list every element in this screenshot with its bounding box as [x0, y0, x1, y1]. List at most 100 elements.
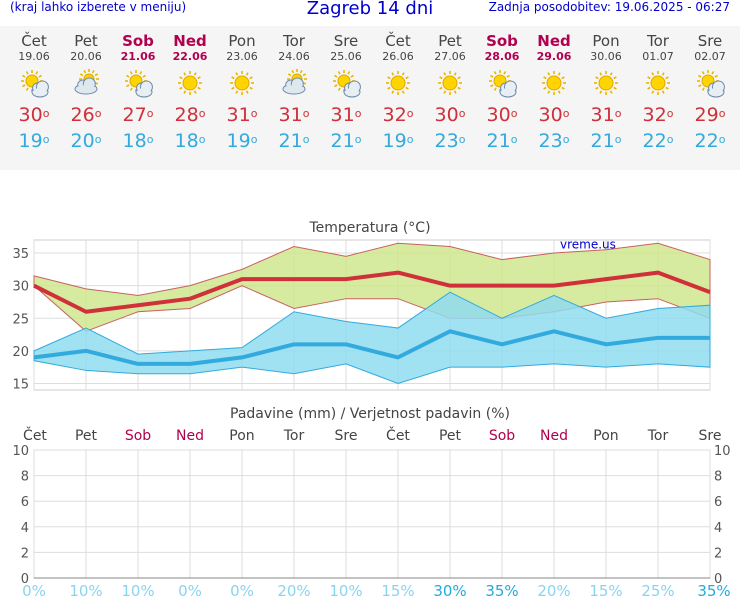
day-column[interactable]: Čet 26.06 32o 19o: [372, 26, 424, 154]
sun-icon: [542, 71, 566, 95]
precip-day-label: Pon: [593, 428, 619, 444]
min-temp-value: 19: [226, 130, 251, 152]
sun-cloud-icon: [333, 70, 361, 98]
rain-probability: 20%: [277, 582, 311, 600]
y-tick-label-left: 0: [21, 572, 29, 584]
sun-icon: [438, 71, 462, 95]
degree-sign: o: [458, 107, 466, 120]
min-temp-value: 22: [642, 130, 667, 152]
degree-sign: o: [614, 107, 622, 120]
max-temp-value: 31: [226, 104, 251, 126]
max-temp: 31o: [216, 102, 268, 128]
degree-sign: o: [718, 133, 726, 146]
min-temp-value: 22: [694, 130, 719, 152]
day-date: 20.06: [70, 50, 102, 63]
degree-sign: o: [562, 107, 570, 120]
day-date: 30.06: [590, 50, 622, 63]
precip-day-label: Pon: [229, 428, 255, 444]
day-name: Ned: [173, 32, 207, 50]
degree-sign: o: [42, 133, 50, 146]
y-tick-label-right: 4: [714, 521, 722, 536]
sun-icon: [178, 71, 202, 95]
min-temp: 21o: [268, 128, 320, 154]
min-temp: 18o: [164, 128, 216, 154]
min-temp: 20o: [60, 128, 112, 154]
precip-day-label: Čet: [386, 428, 410, 444]
precip-day-label: Pet: [438, 428, 462, 444]
degree-sign: o: [146, 133, 154, 146]
day-column[interactable]: Sob 28.06 30o 21o: [476, 26, 528, 154]
min-temp-value: 21: [278, 130, 303, 152]
day-column[interactable]: Pet 20.06 26o 20o: [60, 26, 112, 154]
min-temp: 22o: [632, 128, 684, 154]
degree-sign: o: [458, 133, 466, 146]
day-name: Sre: [697, 32, 723, 50]
day-column[interactable]: Pet 27.06 30o 23o: [424, 26, 476, 154]
rain-probability: 15%: [589, 582, 623, 600]
precipitation-chart-title: Padavine (mm) / Verjetnost padavin (%): [230, 406, 510, 422]
top-bar: (kraj lahko izberete v meniju) Zagreb 14…: [0, 0, 740, 22]
y-tick-label-right: 6: [714, 495, 722, 510]
sun-cloud-icon: [21, 70, 49, 98]
day-column[interactable]: Sre 02.07 29o 22o: [684, 26, 736, 154]
day-date: 02.07: [694, 50, 726, 63]
precip-day-label: Pet: [74, 428, 98, 444]
max-temp: 30o: [8, 102, 60, 128]
day-date: 01.07: [642, 50, 674, 63]
degree-sign: o: [510, 107, 518, 120]
max-temp: 31o: [268, 102, 320, 128]
rain-probability: 0%: [230, 582, 254, 600]
day-column[interactable]: Tor 01.07 32o 22o: [632, 26, 684, 154]
min-temp: 23o: [528, 128, 580, 154]
temperature-chart-title: Temperatura (°C): [309, 220, 431, 236]
max-temp-value: 31: [590, 104, 615, 126]
daily-forecast-strip: Čet 19.06 30o 19o Pet 20.06 26o 20o Sob 21.06 27o 1…: [0, 26, 740, 170]
day-column[interactable]: Sob 21.06 27o 18o: [112, 26, 164, 154]
day-column[interactable]: Ned 29.06 30o 23o: [528, 26, 580, 154]
location-menu-hint[interactable]: (kraj lahko izberete v meniju): [10, 0, 187, 14]
precipitation-chart: 0 0 2 2 4 4 6 6 8 8 10 10: [12, 444, 731, 584]
max-temp-value: 31: [330, 104, 355, 126]
min-temp: 21o: [580, 128, 632, 154]
max-temp-line: [33, 270, 711, 314]
day-column[interactable]: Pon 23.06 31o 19o: [216, 26, 268, 154]
sun-cloud-icon: [697, 70, 725, 98]
min-temp-value: 23: [538, 130, 563, 152]
sun-cloud-icon: [125, 70, 153, 98]
min-temp-value: 21: [590, 130, 615, 152]
day-date: 29.06: [536, 50, 572, 63]
day-column[interactable]: Čet 19.06 30o 19o: [8, 26, 60, 154]
min-temp: 21o: [476, 128, 528, 154]
min-temp: 19o: [372, 128, 424, 154]
max-temp-value: 32: [382, 104, 407, 126]
degree-sign: o: [94, 133, 102, 146]
precip-day-label: Čet: [23, 428, 47, 444]
day-column[interactable]: Ned 22.06 28o 18o: [164, 26, 216, 154]
day-name: Pet: [438, 32, 462, 50]
sun-icon: [646, 71, 670, 95]
min-temp-value: 19: [382, 130, 407, 152]
degree-sign: o: [510, 133, 518, 146]
rain-probability: 10%: [329, 582, 363, 600]
day-column[interactable]: Sre 25.06 31o 21o: [320, 26, 372, 154]
day-column[interactable]: Pon 30.06 31o 21o: [580, 26, 632, 154]
y-tick-label: 35: [12, 247, 29, 262]
min-temp: 18o: [112, 128, 164, 154]
day-name: Tor: [647, 32, 669, 50]
y-tick-label-left: 8: [21, 470, 29, 485]
page-title: Zagreb 14 dni: [306, 0, 434, 19]
day-name: Sob: [122, 32, 154, 50]
sun-icon: [594, 71, 618, 95]
degree-sign: o: [666, 133, 674, 146]
rain-probability: 35%: [485, 582, 519, 600]
rain-probability: 0%: [22, 582, 46, 600]
y-tick-label-right: 10: [714, 444, 731, 459]
degree-sign: o: [198, 133, 206, 146]
max-temp: 27o: [112, 102, 164, 128]
day-column[interactable]: Tor 24.06 31o 21o: [268, 26, 320, 154]
day-date: 22.06: [172, 50, 208, 63]
max-temp: 32o: [372, 102, 424, 128]
day-name: Sob: [486, 32, 518, 50]
max-temp-value: 26: [70, 104, 95, 126]
min-temp-value: 20: [70, 130, 95, 152]
